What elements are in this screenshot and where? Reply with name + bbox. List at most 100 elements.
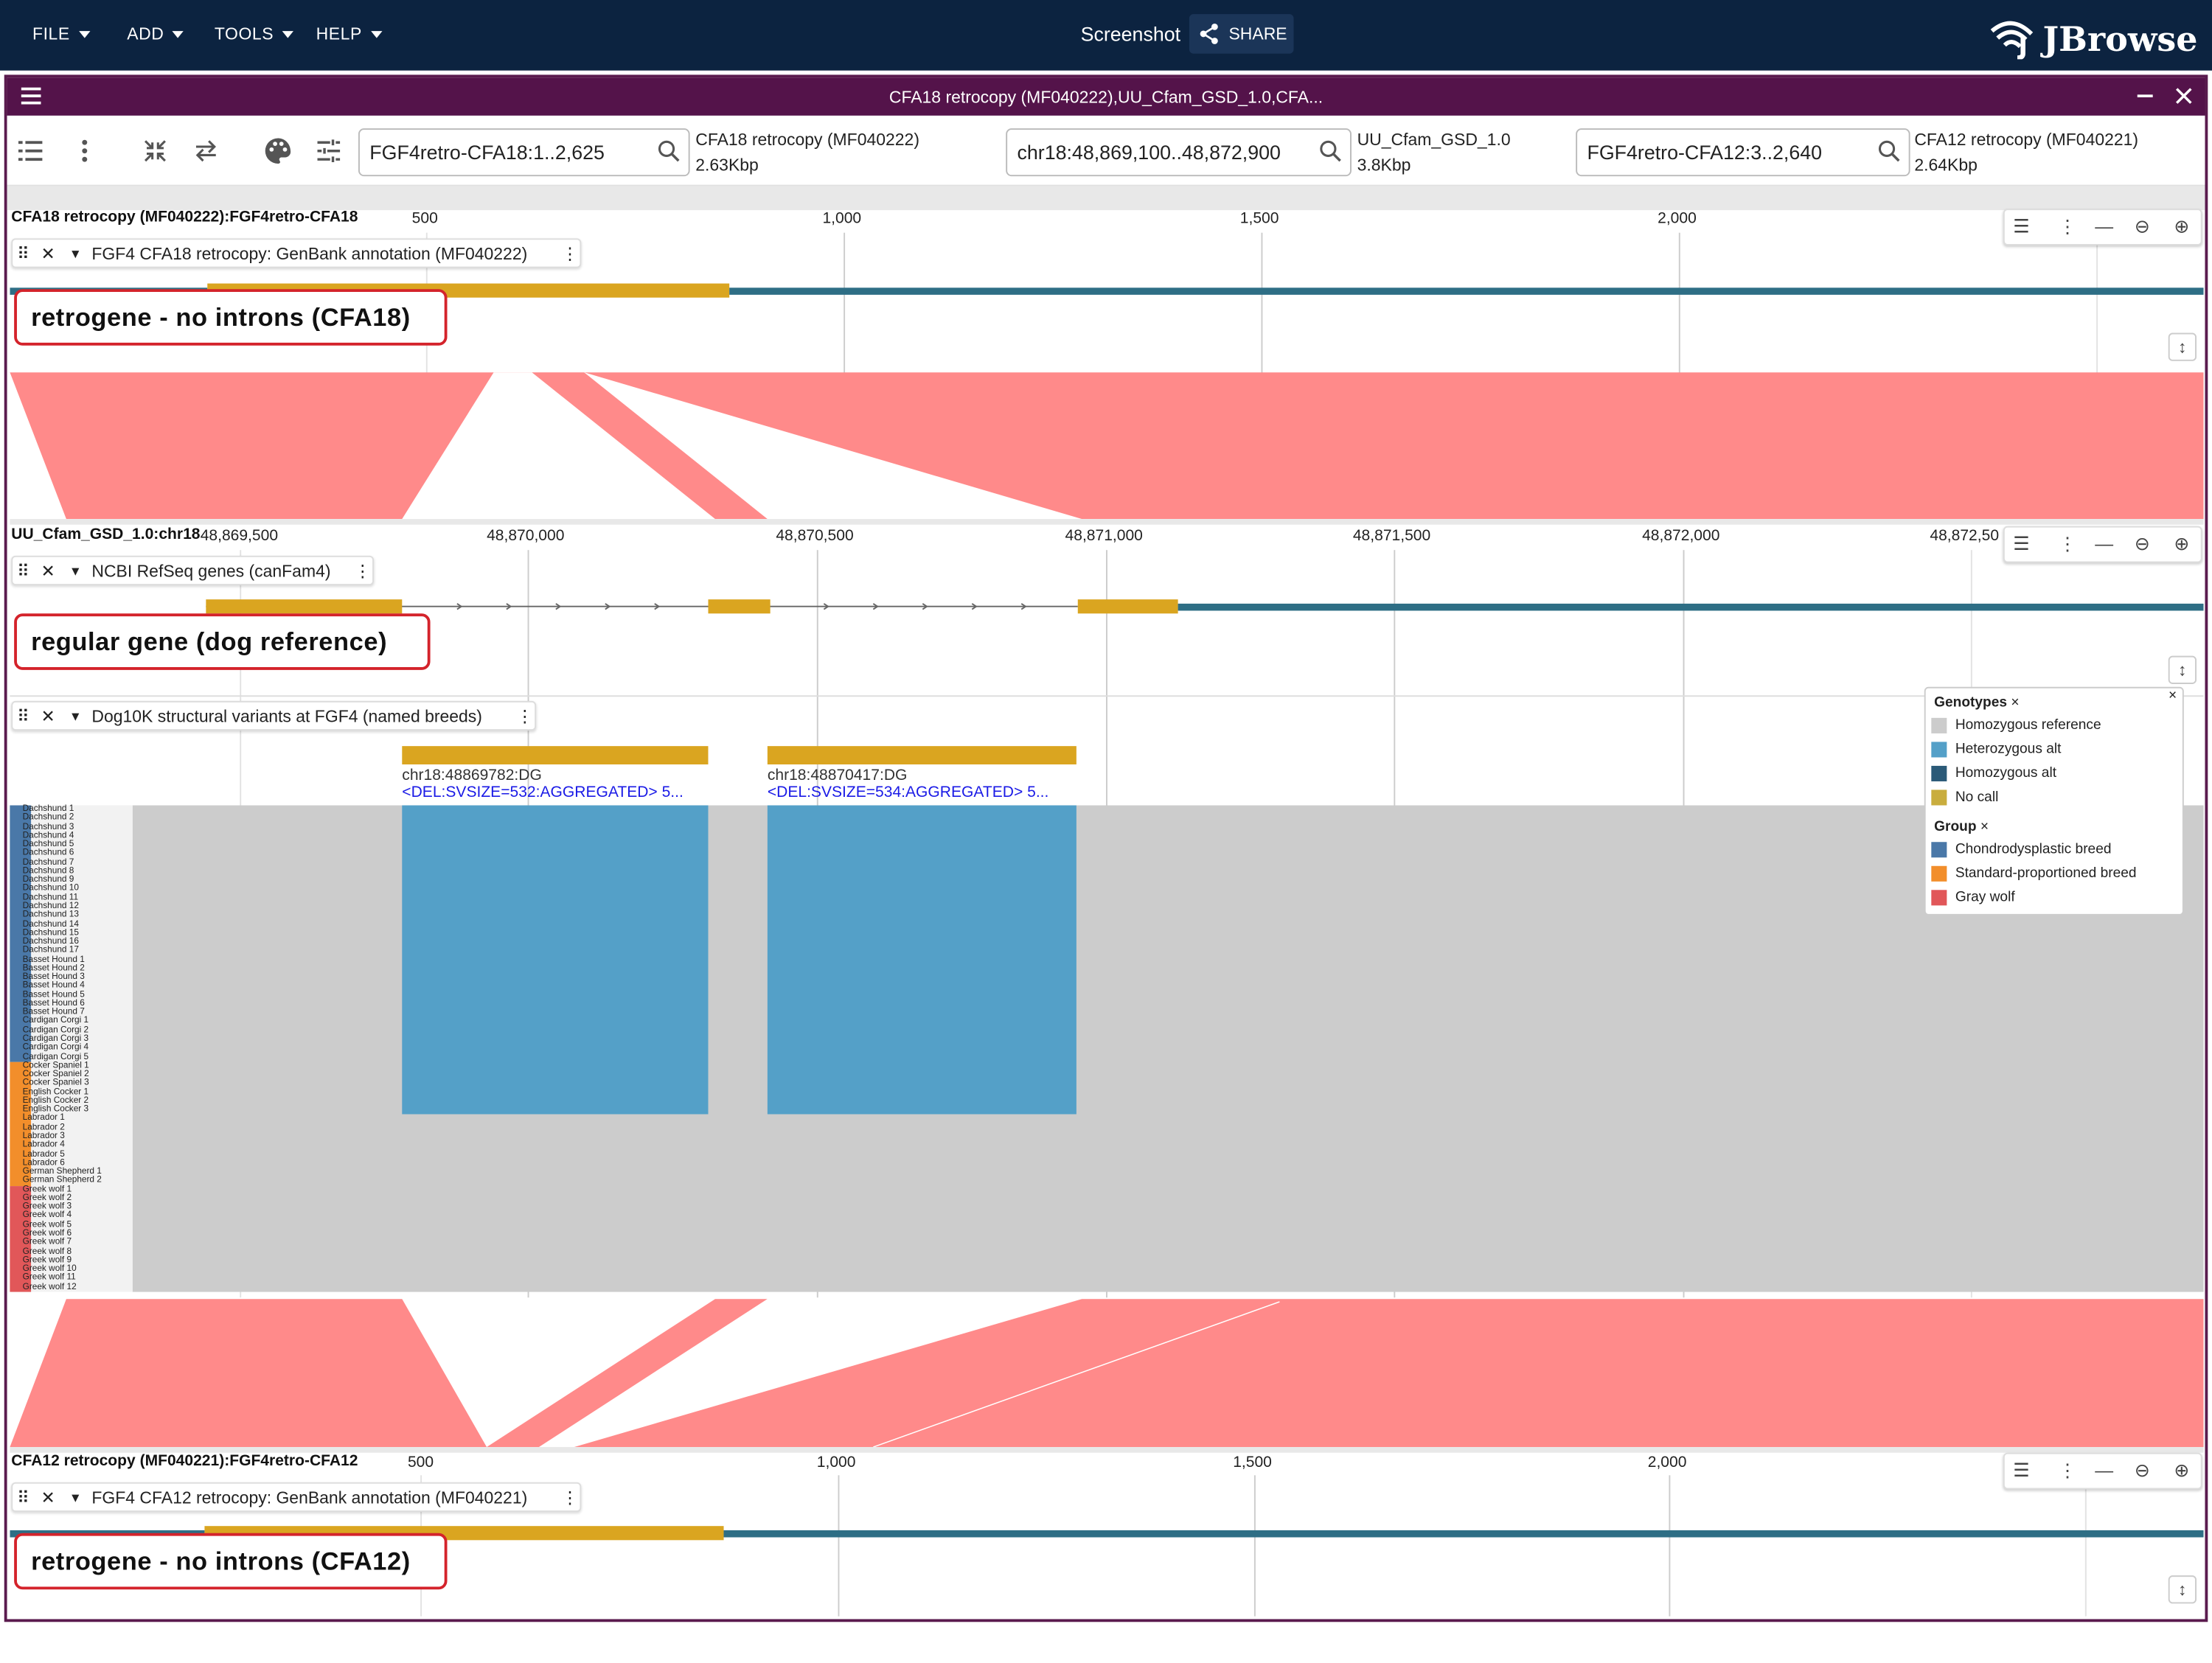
- palette-icon[interactable]: [264, 137, 292, 165]
- zoom-out-icon[interactable]: —: [2095, 1460, 2114, 1481]
- hamburger-menu-icon[interactable]: [21, 87, 41, 105]
- zoom-in-icon[interactable]: ⊕: [2174, 215, 2190, 237]
- track-menu-icon[interactable]: ⋮: [354, 561, 372, 582]
- remove-icon[interactable]: ×: [1980, 819, 1989, 835]
- tune-icon[interactable]: [316, 139, 341, 164]
- minimize-icon[interactable]: [2137, 94, 2154, 99]
- share-button[interactable]: SHARE: [1189, 14, 1294, 54]
- track-label[interactable]: Dog10K structural variants at FGF4 (name…: [91, 706, 482, 727]
- search-icon[interactable]: [658, 139, 681, 162]
- tools-menu[interactable]: TOOLS: [215, 24, 293, 43]
- ruler-tick: 2,000: [1647, 1454, 1687, 1471]
- resize-track-icon[interactable]: ↕: [2168, 1575, 2197, 1604]
- assembly-name: CFA12 retrocopy (MF040221): [1914, 130, 2139, 150]
- location-input-1[interactable]: FGF4retro-CFA18:1..2,625: [358, 128, 690, 177]
- search-icon[interactable]: [1878, 139, 1901, 162]
- sample-label: Greek wolf 2: [22, 1193, 72, 1203]
- ruler-name-3: CFA12 retrocopy (MF040221):FGF4retro-CFA…: [11, 1452, 358, 1470]
- sample-label: Dachshund 15: [22, 927, 79, 938]
- close-legend-icon[interactable]: ×: [2168, 688, 2177, 704]
- zoom-out-icon[interactable]: —: [2095, 533, 2114, 554]
- close-track-icon[interactable]: ✕: [41, 706, 55, 727]
- close-track-icon[interactable]: ✕: [41, 1488, 55, 1508]
- help-menu-label: HELP: [316, 24, 362, 44]
- track-label[interactable]: FGF4 CFA12 retrocopy: GenBank annotation…: [91, 1488, 528, 1508]
- resize-track-icon[interactable]: ↕: [2168, 332, 2197, 361]
- legend-item: Standard-proportioned breed: [1931, 865, 2137, 882]
- more-vert-icon[interactable]: ⋮: [2058, 215, 2077, 237]
- sample-label: Basset Hound 2: [22, 963, 85, 973]
- help-menu[interactable]: HELP: [316, 24, 382, 44]
- add-menu[interactable]: ADD: [127, 24, 184, 43]
- close-view-icon[interactable]: [2175, 88, 2192, 105]
- location-input-2-value: chr18:48,869,100..48,872,900: [1017, 141, 1281, 164]
- track-label[interactable]: NCBI RefSeq genes (canFam4): [91, 561, 331, 582]
- sample-label: Basset Hound 7: [22, 1007, 85, 1017]
- exon-1: [206, 599, 403, 614]
- zoom-in-icon[interactable]: ⊕: [2174, 533, 2190, 554]
- track-list-icon[interactable]: ☰: [2013, 533, 2030, 554]
- file-menu[interactable]: FILE: [32, 24, 90, 43]
- chevron-down-icon: [172, 30, 184, 38]
- synteny-block: [10, 372, 494, 520]
- ruler-tick: 48,870,500: [776, 527, 854, 545]
- session-name[interactable]: Screenshot: [1080, 22, 1181, 46]
- track-menu-icon[interactable]: ⋮: [561, 1488, 579, 1508]
- sample-label: Cocker Spaniel 1: [22, 1060, 89, 1070]
- synteny-panel-2[interactable]: [10, 1299, 2204, 1448]
- legend-item: Homozygous reference: [1931, 717, 2101, 733]
- ruler-tick: 48,872,000: [1642, 527, 1720, 545]
- remove-icon[interactable]: ×: [2011, 695, 2020, 711]
- collapse-arrows-icon[interactable]: [142, 139, 167, 164]
- gene-feature-chr18[interactable]: [10, 598, 2204, 618]
- zoom-out-icon[interactable]: —: [2095, 215, 2114, 237]
- zoom-in-icon[interactable]: ⊕: [2174, 1460, 2190, 1481]
- app-bar: FILE ADD TOOLS HELP Screenshot SHARE JBr…: [0, 0, 2212, 71]
- synteny-panel-1[interactable]: [10, 372, 2204, 520]
- track-label[interactable]: FGF4 CFA18 retrocopy: GenBank annotation…: [91, 244, 528, 264]
- search-icon[interactable]: [1319, 139, 1342, 162]
- genotype-block-het-2[interactable]: [767, 805, 1077, 1115]
- genotype-block-het-1[interactable]: [402, 805, 709, 1115]
- close-track-icon[interactable]: ✕: [41, 244, 55, 264]
- track-selector-icon[interactable]: [18, 139, 44, 162]
- swatch: [1931, 789, 1947, 806]
- collapse-icon[interactable]: ▼: [69, 709, 82, 724]
- location-input-3[interactable]: FGF4retro-CFA12:3..2,640: [1576, 128, 1910, 177]
- drag-handle-icon[interactable]: ⠿: [16, 1488, 29, 1508]
- sample-label: Dachshund 2: [22, 812, 74, 823]
- collapse-icon[interactable]: ▼: [69, 246, 82, 261]
- track-list-icon[interactable]: ☰: [2013, 215, 2030, 237]
- location-input-3-value: FGF4retro-CFA12:3..2,640: [1587, 141, 1823, 164]
- more-vert-icon[interactable]: ⋮: [2058, 533, 2077, 554]
- drag-handle-icon[interactable]: ⠿: [16, 561, 29, 582]
- drag-handle-icon[interactable]: ⠿: [16, 244, 29, 264]
- track-list-icon[interactable]: ☰: [2013, 1460, 2030, 1481]
- view-controls-3: ☰ ⋮ — ⊖ ⊕: [2003, 1452, 2202, 1490]
- more-vert-icon[interactable]: [80, 139, 88, 162]
- swatch: [1931, 842, 1947, 858]
- track-divider: [10, 695, 2204, 697]
- zoom-out-magnifier-icon[interactable]: ⊖: [2134, 533, 2150, 554]
- zoom-out-magnifier-icon[interactable]: ⊖: [2134, 215, 2150, 237]
- sv-feature-2[interactable]: [767, 746, 1077, 765]
- location-input-2[interactable]: chr18:48,869,100..48,872,900: [1006, 128, 1352, 177]
- more-vert-icon[interactable]: ⋮: [2058, 1460, 2077, 1481]
- close-track-icon[interactable]: ✕: [41, 561, 55, 582]
- view-title[interactable]: CFA18 retrocopy (MF040222),UU_Cfam_GSD_1…: [888, 87, 1324, 108]
- collapse-icon[interactable]: ▼: [69, 1491, 82, 1505]
- swap-horiz-icon[interactable]: [193, 139, 218, 162]
- sv-feature-1[interactable]: [402, 746, 709, 765]
- resize-track-icon[interactable]: ↕: [2168, 655, 2197, 684]
- collapse-icon[interactable]: ▼: [69, 564, 82, 579]
- drag-handle-icon[interactable]: ⠿: [16, 706, 29, 727]
- sample-label: Greek wolf 1: [22, 1184, 72, 1194]
- legend-label: Homozygous alt: [1955, 765, 2057, 781]
- track-menu-icon[interactable]: ⋮: [561, 244, 579, 264]
- exon-3: [1077, 599, 1178, 614]
- track-menu-icon[interactable]: ⋮: [516, 706, 534, 727]
- sample-label: Basset Hound 1: [22, 954, 85, 964]
- jbrowse-logo: JBrowse: [1986, 14, 2197, 62]
- zoom-out-magnifier-icon[interactable]: ⊖: [2134, 1460, 2150, 1481]
- assembly-info-2: UU_Cfam_GSD_1.0 3.8Kbp: [1357, 127, 1511, 178]
